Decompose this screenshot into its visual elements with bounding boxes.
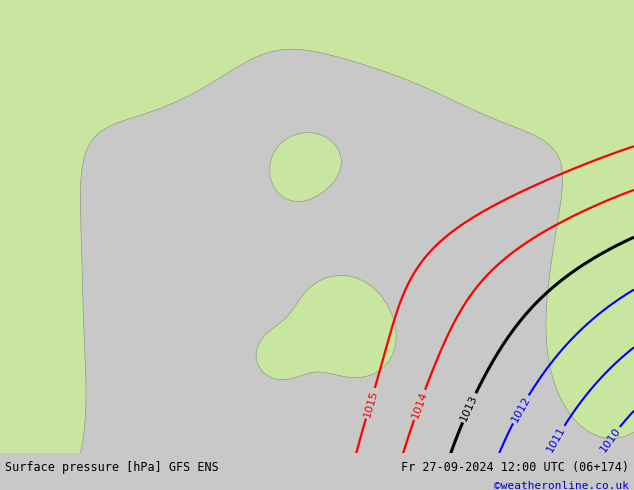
Text: ©weatheronline.co.uk: ©weatheronline.co.uk: [494, 481, 629, 490]
Text: Surface pressure [hPa] GFS ENS: Surface pressure [hPa] GFS ENS: [5, 461, 219, 474]
Text: 1010: 1010: [598, 425, 623, 454]
Text: Fr 27-09-2024 12:00 UTC (06+174): Fr 27-09-2024 12:00 UTC (06+174): [401, 461, 629, 474]
Text: 1015: 1015: [361, 389, 379, 418]
Text: 1011: 1011: [545, 425, 567, 454]
Text: 1012: 1012: [509, 394, 532, 424]
Text: 1014: 1014: [410, 390, 429, 420]
Text: 1013: 1013: [459, 393, 479, 422]
